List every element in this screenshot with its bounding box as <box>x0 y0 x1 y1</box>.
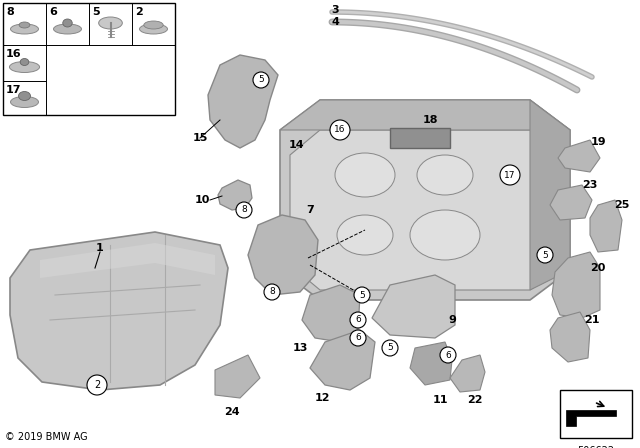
Text: 25: 25 <box>614 200 630 210</box>
Polygon shape <box>248 215 318 295</box>
Text: 22: 22 <box>467 395 483 405</box>
Text: 16: 16 <box>6 49 22 59</box>
Text: 6: 6 <box>445 350 451 359</box>
Text: © 2019 BMW AG: © 2019 BMW AG <box>5 432 88 442</box>
Circle shape <box>330 120 350 140</box>
Polygon shape <box>552 252 600 318</box>
Text: 21: 21 <box>584 315 600 325</box>
Text: 10: 10 <box>195 195 210 205</box>
Polygon shape <box>208 55 278 148</box>
Polygon shape <box>290 130 560 290</box>
Text: 7: 7 <box>306 205 314 215</box>
Polygon shape <box>566 410 616 426</box>
Text: 6: 6 <box>355 315 361 324</box>
Bar <box>3 3 175 115</box>
Text: 8: 8 <box>241 206 247 215</box>
Text: 5: 5 <box>258 76 264 85</box>
Text: 23: 23 <box>582 180 598 190</box>
Polygon shape <box>280 100 570 300</box>
Ellipse shape <box>417 155 473 195</box>
Circle shape <box>350 312 366 328</box>
Polygon shape <box>10 232 228 390</box>
Circle shape <box>236 202 252 218</box>
Text: 506622: 506622 <box>577 446 614 448</box>
Text: 20: 20 <box>590 263 605 273</box>
Polygon shape <box>530 100 570 290</box>
Ellipse shape <box>99 17 122 29</box>
Text: 18: 18 <box>422 115 438 125</box>
Ellipse shape <box>337 215 393 255</box>
Text: 9: 9 <box>448 315 456 325</box>
Ellipse shape <box>10 96 38 108</box>
Circle shape <box>500 165 520 185</box>
Polygon shape <box>450 355 485 392</box>
Text: 12: 12 <box>314 393 330 403</box>
Text: 15: 15 <box>192 133 208 143</box>
Text: 3: 3 <box>331 5 339 15</box>
Polygon shape <box>590 200 622 252</box>
Text: 5: 5 <box>359 290 365 300</box>
Text: 17: 17 <box>6 85 22 95</box>
Polygon shape <box>280 100 570 130</box>
Text: 5: 5 <box>542 250 548 259</box>
Text: 2: 2 <box>135 7 143 17</box>
Circle shape <box>264 284 280 300</box>
Circle shape <box>537 247 553 263</box>
Ellipse shape <box>410 210 480 260</box>
Text: 17: 17 <box>504 171 516 180</box>
Text: 1: 1 <box>96 243 104 253</box>
Polygon shape <box>218 180 252 210</box>
Polygon shape <box>550 185 592 220</box>
Text: 4: 4 <box>331 17 339 27</box>
Circle shape <box>350 330 366 346</box>
Text: 19: 19 <box>590 137 606 147</box>
Polygon shape <box>372 275 455 338</box>
Ellipse shape <box>335 153 395 197</box>
Bar <box>560 390 632 438</box>
Ellipse shape <box>144 21 163 29</box>
Ellipse shape <box>20 59 29 65</box>
Text: 5: 5 <box>92 7 100 17</box>
Polygon shape <box>550 312 590 362</box>
Ellipse shape <box>140 24 168 34</box>
Text: 6: 6 <box>355 333 361 343</box>
Text: 8: 8 <box>269 288 275 297</box>
Ellipse shape <box>10 24 38 34</box>
Circle shape <box>354 287 370 303</box>
Ellipse shape <box>19 91 31 100</box>
Circle shape <box>440 347 456 363</box>
Polygon shape <box>390 128 450 148</box>
Ellipse shape <box>63 19 72 27</box>
Text: 16: 16 <box>334 125 346 134</box>
Text: 13: 13 <box>292 343 308 353</box>
Text: 2: 2 <box>94 380 100 390</box>
Text: 24: 24 <box>224 407 240 417</box>
Circle shape <box>382 340 398 356</box>
Text: 6: 6 <box>49 7 57 17</box>
Polygon shape <box>310 330 375 390</box>
Text: 11: 11 <box>432 395 448 405</box>
Polygon shape <box>40 243 215 278</box>
Circle shape <box>253 72 269 88</box>
Circle shape <box>87 375 107 395</box>
Polygon shape <box>302 285 360 342</box>
Polygon shape <box>410 342 452 385</box>
Ellipse shape <box>54 24 81 34</box>
Text: 14: 14 <box>288 140 304 150</box>
Text: 8: 8 <box>6 7 13 17</box>
Polygon shape <box>215 355 260 398</box>
Text: 5: 5 <box>387 344 393 353</box>
Polygon shape <box>558 140 600 172</box>
Ellipse shape <box>19 22 30 28</box>
Ellipse shape <box>10 61 40 73</box>
